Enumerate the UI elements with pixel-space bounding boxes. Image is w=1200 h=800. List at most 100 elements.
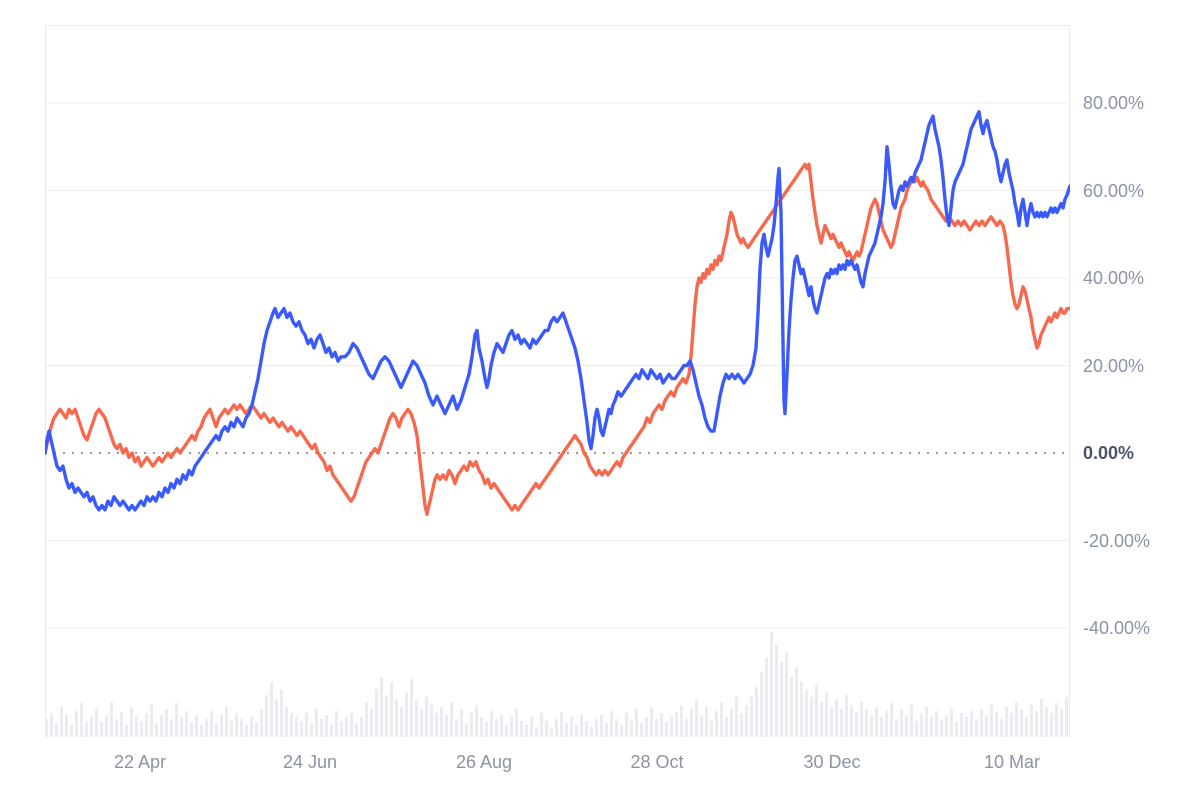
volume-bar xyxy=(680,705,683,737)
volume-bar xyxy=(775,645,778,737)
volume-bar xyxy=(765,657,768,737)
series-1-blue-line xyxy=(45,110,1070,512)
volume-bar xyxy=(390,682,393,737)
volume-bar xyxy=(465,723,468,737)
volume-bar xyxy=(710,721,713,737)
volume-bar xyxy=(340,721,343,737)
volume-bar xyxy=(1005,707,1008,737)
volume-bar xyxy=(110,702,113,737)
volume-bar xyxy=(955,722,958,737)
volume-bar xyxy=(725,717,728,737)
volume-bar xyxy=(525,725,528,737)
volume-bar xyxy=(890,703,893,737)
volume-bar xyxy=(430,705,433,737)
volume-bar xyxy=(1010,713,1013,737)
volume-bar xyxy=(555,719,558,737)
volume-bar xyxy=(310,723,313,737)
volume-bar xyxy=(490,711,493,737)
volume-bar xyxy=(60,707,63,737)
x-tick-label: 10 Mar xyxy=(983,752,1041,772)
volume-bar xyxy=(70,725,73,737)
volume-bar xyxy=(90,717,93,737)
volume-bar xyxy=(925,707,928,737)
volume-bar xyxy=(265,695,268,737)
volume-bar xyxy=(215,723,218,737)
volume-bar xyxy=(125,725,128,737)
volume-bar xyxy=(880,717,883,737)
volume-bar xyxy=(185,711,188,737)
volume-bar xyxy=(380,677,383,737)
volume-bar xyxy=(470,713,473,737)
volume-bar xyxy=(360,717,363,737)
volume-bar xyxy=(145,713,148,737)
volume-bar xyxy=(445,715,448,737)
volume-bar xyxy=(290,713,293,737)
chart-canvas[interactable] xyxy=(45,25,1070,737)
volume-bar xyxy=(700,715,703,737)
volume-bar xyxy=(480,717,483,737)
volume-bar xyxy=(165,709,168,737)
volume-bar xyxy=(950,709,953,737)
volume-bar xyxy=(900,709,903,737)
y-tick-label: 0.00% xyxy=(1083,443,1135,463)
volume-bar xyxy=(1055,703,1058,737)
volume-bar xyxy=(150,705,153,737)
volume-bar xyxy=(500,715,503,737)
volume-bar xyxy=(515,709,518,737)
volume-bar xyxy=(230,721,233,737)
volume-bar xyxy=(45,719,48,737)
volume-bar xyxy=(960,713,963,737)
volume-bar xyxy=(160,715,163,737)
volume-bar xyxy=(200,725,203,737)
volume-bar xyxy=(785,652,788,737)
volume-bar xyxy=(590,727,593,737)
volume-bar xyxy=(130,707,133,737)
volume-bar xyxy=(220,715,223,737)
volume-bar xyxy=(935,711,938,737)
volume-bar xyxy=(570,717,573,737)
volume-bar xyxy=(175,703,178,737)
volume-bar xyxy=(790,677,793,737)
volume-bar xyxy=(180,717,183,737)
volume-bar xyxy=(65,715,68,737)
volume-bar xyxy=(585,721,588,737)
volume-bar xyxy=(50,713,53,737)
volume-bar xyxy=(1065,697,1068,737)
volume-bar xyxy=(285,707,288,737)
volume-bar xyxy=(315,709,318,737)
volume-bar xyxy=(740,713,743,737)
volume-bar xyxy=(355,723,358,737)
volume-bar xyxy=(85,721,88,737)
volume-bar xyxy=(845,695,848,737)
volume-bar xyxy=(730,709,733,737)
x-tick-label: 28 Oct xyxy=(630,752,684,772)
y-tick-label: 40.00% xyxy=(1083,268,1145,288)
volume-bar xyxy=(385,695,388,737)
volume-bar xyxy=(55,723,58,737)
volume-bar xyxy=(510,717,513,737)
volume-bar xyxy=(320,719,323,737)
volume-bar xyxy=(120,712,123,737)
volume-bar xyxy=(1020,709,1023,737)
volume-bar xyxy=(860,702,863,737)
volume-bar xyxy=(595,719,598,737)
volume-bar xyxy=(485,722,488,737)
volume-bar xyxy=(140,721,143,737)
volume-bar xyxy=(405,692,408,737)
volume-bar xyxy=(535,727,538,737)
volume-bar xyxy=(875,707,878,737)
volume-bar xyxy=(970,711,973,737)
volume-bar xyxy=(945,715,948,737)
volume-bar xyxy=(420,709,423,737)
y-tick-label: 80.00% xyxy=(1083,93,1145,113)
volume-bar xyxy=(675,712,678,737)
volume-bar xyxy=(605,723,608,737)
volume-bar xyxy=(335,711,338,737)
volume-bar xyxy=(760,672,763,737)
volume-bar xyxy=(830,707,833,737)
volume-bar xyxy=(780,662,783,737)
volume-bar xyxy=(870,715,873,737)
volume-bar xyxy=(995,712,998,737)
volume-bar xyxy=(815,685,818,737)
volume-bar xyxy=(545,721,548,737)
